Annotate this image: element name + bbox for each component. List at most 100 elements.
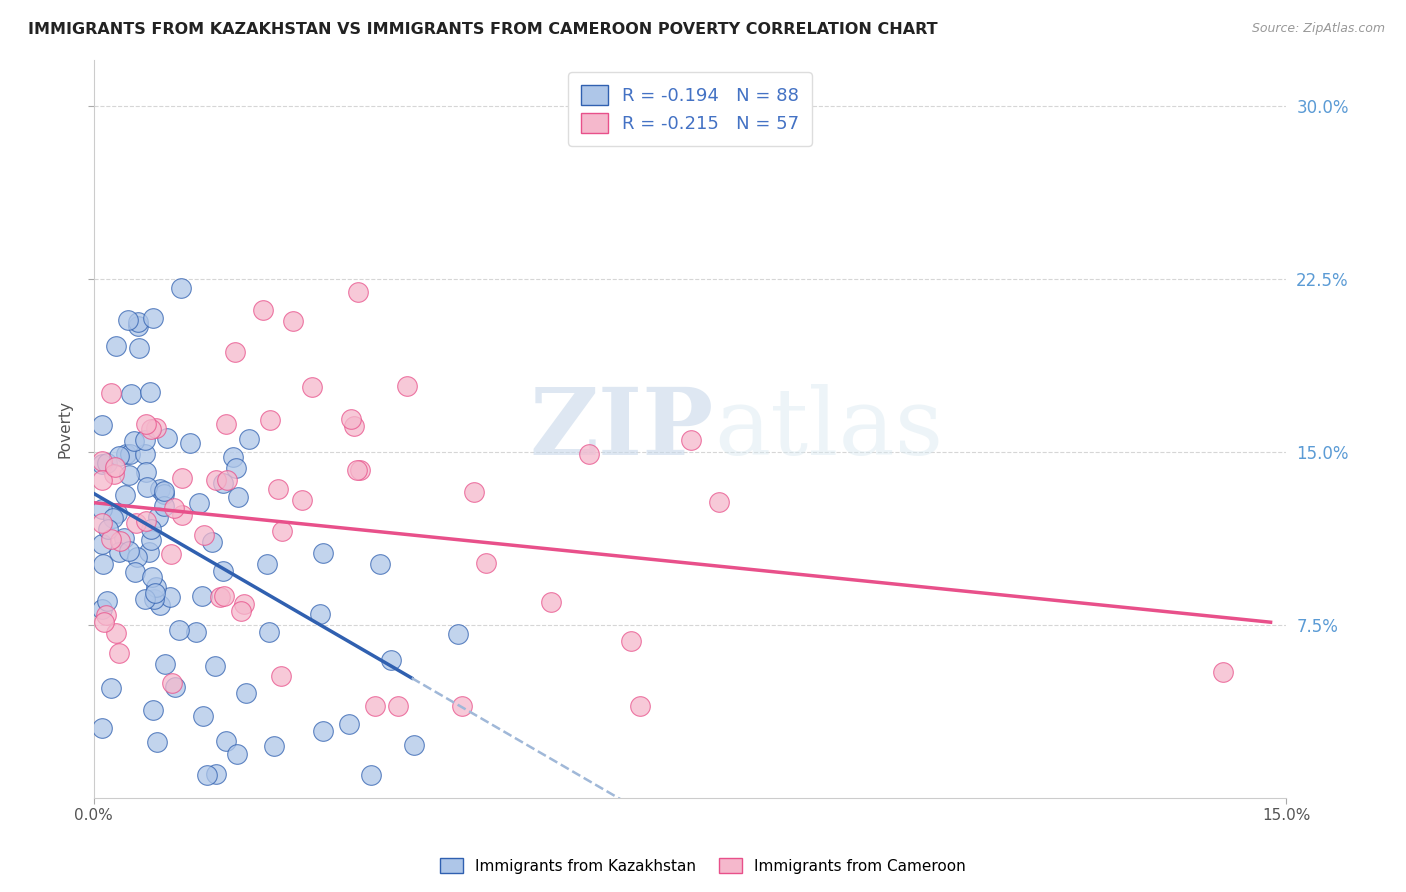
Point xyxy=(160,547,183,561)
Point xyxy=(628,698,651,713)
Point xyxy=(259,413,281,427)
Point xyxy=(208,590,231,604)
Point xyxy=(349,463,371,477)
Point xyxy=(707,495,730,509)
Point xyxy=(451,698,474,713)
Point xyxy=(90,454,112,468)
Point xyxy=(149,482,172,496)
Point xyxy=(142,591,165,606)
Point xyxy=(90,602,112,616)
Point xyxy=(104,626,127,640)
Point xyxy=(146,510,169,524)
Point xyxy=(162,676,184,690)
Point xyxy=(142,703,165,717)
Point xyxy=(578,447,600,461)
Point xyxy=(114,488,136,502)
Point xyxy=(184,625,207,640)
Point xyxy=(108,449,131,463)
Point xyxy=(212,590,235,604)
Point xyxy=(153,484,176,499)
Point xyxy=(226,490,249,504)
Point xyxy=(217,473,239,487)
Point xyxy=(127,549,149,564)
Point xyxy=(159,590,181,604)
Point xyxy=(100,386,122,401)
Point xyxy=(402,738,425,752)
Point xyxy=(134,591,156,606)
Point xyxy=(270,669,292,683)
Legend: Immigrants from Kazakhstan, Immigrants from Cameroon: Immigrants from Kazakhstan, Immigrants f… xyxy=(434,852,972,880)
Point xyxy=(108,533,131,548)
Point xyxy=(301,379,323,393)
Point xyxy=(191,589,214,603)
Point xyxy=(233,597,256,611)
Point xyxy=(368,557,391,571)
Point xyxy=(112,531,135,545)
Point xyxy=(195,768,218,782)
Point xyxy=(105,506,128,520)
Point xyxy=(205,767,228,781)
Point xyxy=(90,516,112,530)
Point xyxy=(311,723,333,738)
Legend: R = -0.194   N = 88, R = -0.215   N = 57: R = -0.194 N = 88, R = -0.215 N = 57 xyxy=(568,72,813,145)
Point xyxy=(124,565,146,579)
Point xyxy=(179,435,201,450)
Point xyxy=(90,458,112,472)
Point xyxy=(141,522,163,536)
Point xyxy=(145,421,167,435)
Point xyxy=(259,624,281,639)
Point xyxy=(540,595,562,609)
Point xyxy=(163,681,186,695)
Point xyxy=(380,653,402,667)
Point xyxy=(153,500,176,514)
Point xyxy=(141,570,163,584)
Point xyxy=(463,484,485,499)
Point xyxy=(107,545,129,559)
Point xyxy=(103,459,125,474)
Point xyxy=(170,508,193,523)
Point xyxy=(387,698,409,713)
Point xyxy=(135,417,157,431)
Point xyxy=(188,496,211,510)
Point xyxy=(263,739,285,753)
Point xyxy=(90,537,112,551)
Point xyxy=(170,281,193,295)
Point xyxy=(215,734,238,748)
Y-axis label: Poverty: Poverty xyxy=(58,400,72,458)
Point xyxy=(1212,665,1234,679)
Point xyxy=(204,659,226,673)
Point xyxy=(312,546,335,560)
Point xyxy=(281,314,304,328)
Point xyxy=(122,434,145,448)
Point xyxy=(252,303,274,318)
Point xyxy=(347,285,370,299)
Point xyxy=(211,475,233,490)
Point xyxy=(267,482,290,496)
Point xyxy=(270,524,292,539)
Point xyxy=(90,473,112,487)
Point xyxy=(346,463,368,477)
Text: ZIP: ZIP xyxy=(530,384,714,474)
Point xyxy=(108,646,131,660)
Point xyxy=(256,558,278,572)
Point xyxy=(172,471,194,485)
Point xyxy=(135,465,157,479)
Point xyxy=(149,598,172,612)
Point xyxy=(475,556,498,570)
Point xyxy=(127,318,149,333)
Point xyxy=(96,594,118,608)
Point xyxy=(235,686,257,700)
Text: IMMIGRANTS FROM KAZAKHSTAN VS IMMIGRANTS FROM CAMEROON POVERTY CORRELATION CHART: IMMIGRANTS FROM KAZAKHSTAN VS IMMIGRANTS… xyxy=(28,22,938,37)
Point xyxy=(238,432,260,446)
Point xyxy=(128,341,150,355)
Point xyxy=(225,460,247,475)
Point xyxy=(124,516,146,530)
Point xyxy=(93,615,115,629)
Point xyxy=(103,467,125,481)
Point xyxy=(143,586,166,600)
Point xyxy=(96,456,118,470)
Point xyxy=(97,522,120,536)
Point xyxy=(224,344,246,359)
Point xyxy=(90,721,112,735)
Point xyxy=(163,501,186,516)
